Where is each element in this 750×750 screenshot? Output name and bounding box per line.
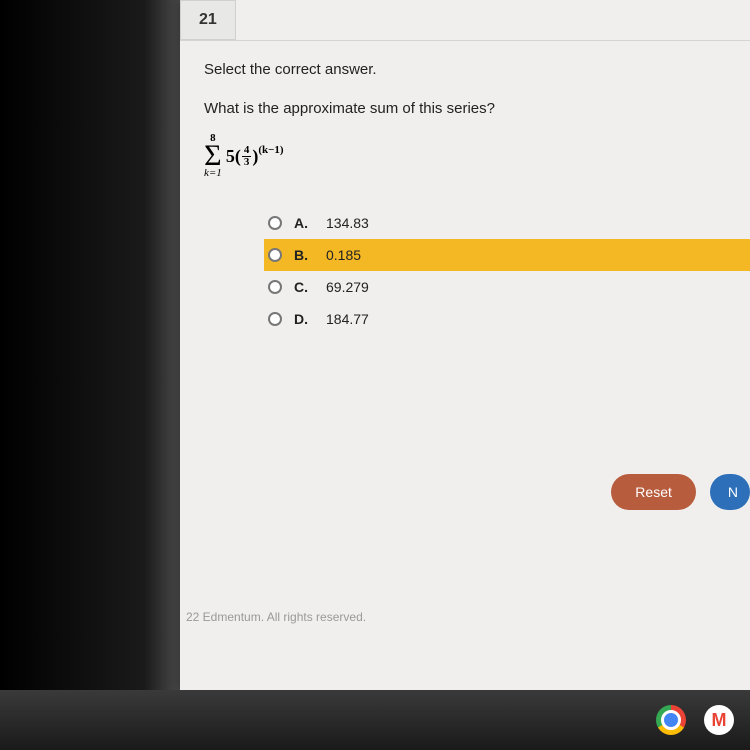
option-letter: C.	[294, 279, 314, 295]
question-text: What is the approximate sum of this seri…	[204, 100, 726, 117]
prompt-text: Select the correct answer.	[204, 61, 726, 78]
series-term: 5 ( 4 3 ) (k−1)	[226, 145, 284, 168]
option-value: 134.83	[326, 215, 369, 231]
option-letter: A.	[294, 215, 314, 231]
answer-options: A. 134.83 B. 0.185 C. 69.279 D. 184.77	[264, 207, 726, 335]
question-number-tab: 21	[180, 0, 236, 40]
option-a[interactable]: A. 134.83	[264, 207, 726, 239]
gmail-icon[interactable]: M	[704, 705, 734, 735]
monitor-bezel	[0, 0, 180, 750]
exponent: (k−1)	[258, 144, 283, 156]
fraction-numerator: 4	[242, 145, 252, 157]
fraction-denominator: 3	[242, 157, 252, 168]
fraction: 4 3	[242, 145, 252, 168]
option-d[interactable]: D. 184.77	[264, 303, 726, 335]
content-area: Select the correct answer. What is the a…	[180, 41, 750, 355]
radio-icon[interactable]	[268, 280, 282, 294]
question-number: 21	[199, 11, 217, 28]
option-b[interactable]: B. 0.185	[264, 239, 750, 271]
question-page: 21 Select the correct answer. What is th…	[180, 0, 750, 690]
sigma-icon: Σ	[204, 144, 221, 168]
series-formula: 8 Σ k=1 5 ( 4 3 ) (k−1)	[204, 133, 726, 179]
taskbar: M	[0, 690, 750, 750]
radio-icon[interactable]	[268, 248, 282, 262]
sum-lower-limit: k=1	[204, 168, 222, 179]
option-letter: B.	[294, 247, 314, 263]
option-letter: D.	[294, 311, 314, 327]
option-value: 69.279	[326, 279, 369, 295]
option-c[interactable]: C. 69.279	[264, 271, 726, 303]
next-button[interactable]: N	[710, 474, 750, 510]
copyright-footer: 22 Edmentum. All rights reserved.	[186, 610, 366, 624]
option-value: 0.185	[326, 247, 361, 263]
coefficient: 5	[226, 146, 235, 167]
radio-icon[interactable]	[268, 312, 282, 326]
option-value: 184.77	[326, 311, 369, 327]
summation-symbol: 8 Σ k=1	[204, 133, 222, 179]
chrome-icon[interactable]	[656, 705, 686, 735]
radio-icon[interactable]	[268, 216, 282, 230]
lparen: (	[235, 146, 241, 167]
reset-button[interactable]: Reset	[611, 474, 696, 510]
action-buttons: Reset N	[611, 474, 750, 510]
